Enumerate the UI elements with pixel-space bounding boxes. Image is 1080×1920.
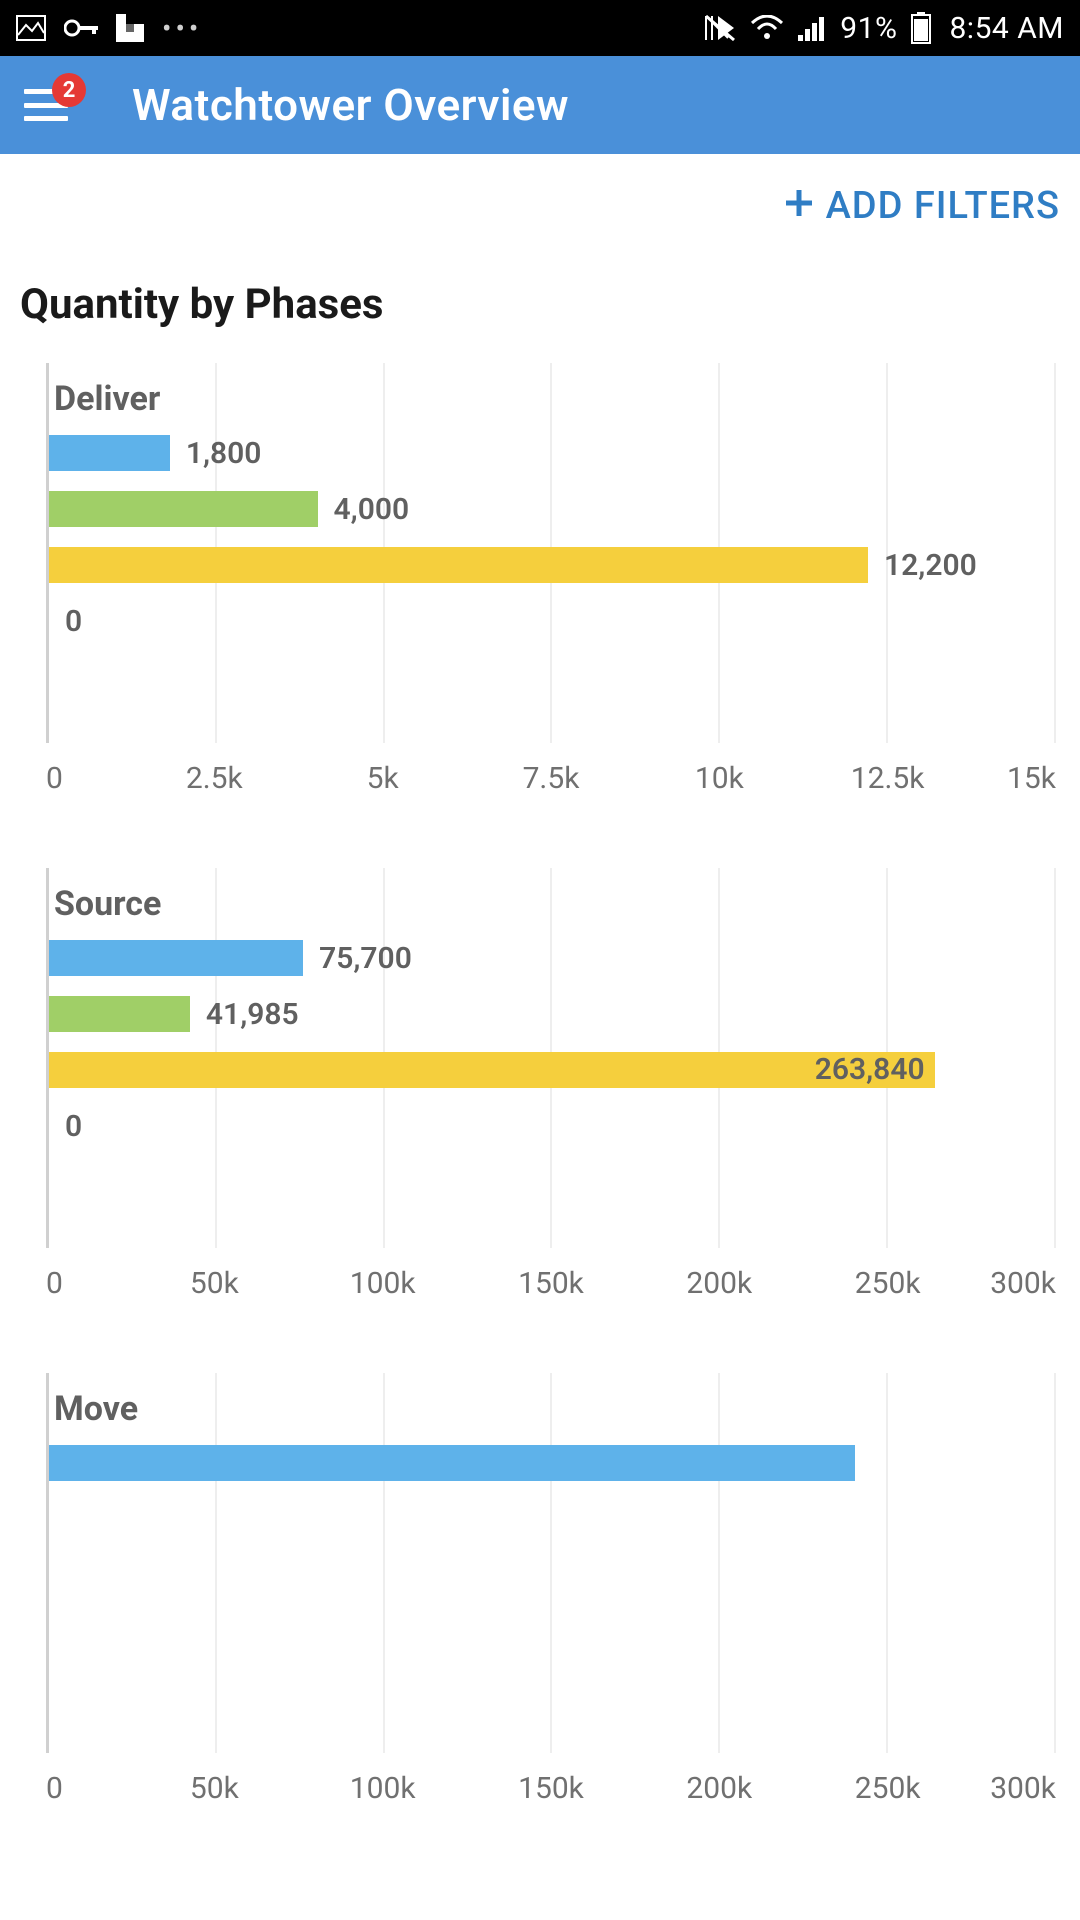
- bar-value-label: 263,840: [815, 1052, 925, 1087]
- x-tick: 50k: [130, 1771, 298, 1806]
- x-tick: 150k: [467, 1266, 635, 1301]
- bar[interactable]: [49, 996, 190, 1032]
- bar-value-label: 1,800: [186, 436, 262, 471]
- x-tick: 12.5k: [803, 761, 971, 796]
- x-tick: 250k: [803, 1771, 971, 1806]
- bar-value-label: 0: [65, 1109, 82, 1144]
- notification-badge: 2: [52, 73, 86, 107]
- bars: 1,800 4,000 12,200 0: [49, 435, 1056, 639]
- battery-icon: [911, 12, 931, 44]
- bar-row: 0: [49, 603, 1056, 639]
- chart-title: Source: [54, 884, 161, 924]
- bar-row: 12,200: [49, 547, 1056, 583]
- x-tick: 10k: [635, 761, 803, 796]
- bar[interactable]: [49, 491, 318, 527]
- x-tick: 200k: [635, 1266, 803, 1301]
- chart-deliver: Deliver1,8004,00012,200002.5k5k7.5k10k12…: [24, 363, 1056, 796]
- bar-value-label: 41,985: [206, 997, 299, 1032]
- android-status-bar: ••• 91% 8:54 AM: [0, 0, 1080, 56]
- x-tick: 2.5k: [130, 761, 298, 796]
- chart-source: Source75,70041,985263,8400050k100k150k20…: [24, 868, 1056, 1301]
- x-tick: 7.5k: [467, 761, 635, 796]
- x-tick: 0: [46, 1266, 130, 1301]
- bars: 75,700 41,985 263,840 0: [49, 940, 1056, 1144]
- app-header: 2 Watchtower Overview: [0, 56, 1080, 154]
- add-filters-label: ADD FILTERS: [826, 184, 1060, 228]
- wifi-icon: [750, 15, 784, 41]
- x-tick: 300k: [972, 1771, 1056, 1806]
- chart-plot[interactable]: [46, 1373, 1056, 1753]
- key-icon: [64, 18, 98, 38]
- x-tick: 5k: [299, 761, 467, 796]
- plus-icon: [784, 184, 814, 228]
- status-right-icons: 91% 8:54 AM: [704, 11, 1064, 46]
- bar[interactable]: [49, 940, 303, 976]
- section-title: Quantity by Phases: [20, 280, 1060, 329]
- content-area: ADD FILTERS Quantity by Phases Deliver 1,…: [0, 154, 1080, 1806]
- bar-value-label: 75,700: [319, 941, 412, 976]
- status-left-icons: •••: [16, 12, 202, 45]
- chart-plot[interactable]: 75,700 41,985 263,840 0: [46, 868, 1056, 1248]
- menu-button[interactable]: 2: [24, 89, 68, 121]
- gridlines: [49, 1373, 1056, 1753]
- bar-row: 75,700: [49, 940, 1056, 976]
- x-axis: 050k100k150k200k250k300k: [46, 1266, 1056, 1301]
- clock-text: 8:54 AM: [949, 11, 1064, 46]
- filter-row: ADD FILTERS: [20, 154, 1060, 252]
- x-tick: 15k: [972, 761, 1056, 796]
- chart-title: Move: [54, 1389, 138, 1429]
- battery-percent: 91%: [840, 11, 897, 46]
- bar[interactable]: [49, 1445, 855, 1481]
- x-tick: 50k: [130, 1266, 298, 1301]
- bar[interactable]: [49, 435, 170, 471]
- bar-row: 263,840: [49, 1052, 1056, 1088]
- flipboard-icon: [116, 14, 144, 42]
- x-tick: 150k: [467, 1771, 635, 1806]
- bar-value-label: 0: [65, 604, 82, 639]
- add-filters-button[interactable]: ADD FILTERS: [784, 184, 1060, 228]
- more-icon: •••: [162, 12, 202, 45]
- x-tick: 100k: [299, 1266, 467, 1301]
- x-tick: 300k: [972, 1266, 1056, 1301]
- charts-container: Deliver1,8004,00012,200002.5k5k7.5k10k12…: [20, 363, 1060, 1806]
- chart-plot[interactable]: 1,800 4,000 12,200 0: [46, 363, 1056, 743]
- cell-signal-icon: [798, 15, 826, 41]
- bar-row: 1,800: [49, 435, 1056, 471]
- vibrate-icon: [704, 14, 736, 42]
- bar[interactable]: 263,840: [49, 1052, 935, 1088]
- page-title: Watchtower Overview: [132, 79, 569, 131]
- bar-row: 41,985: [49, 996, 1056, 1032]
- x-tick: 200k: [635, 1771, 803, 1806]
- x-tick: 100k: [299, 1771, 467, 1806]
- x-tick: 250k: [803, 1266, 971, 1301]
- bar[interactable]: [49, 547, 868, 583]
- chart-title: Deliver: [54, 379, 160, 419]
- bar-value-label: 4,000: [334, 492, 410, 527]
- x-axis: 02.5k5k7.5k10k12.5k15k: [46, 761, 1056, 796]
- bar-row: [49, 1445, 1056, 1481]
- x-axis: 050k100k150k200k250k300k: [46, 1771, 1056, 1806]
- x-tick: 0: [46, 1771, 130, 1806]
- bar-row: 4,000: [49, 491, 1056, 527]
- image-icon: [16, 15, 46, 41]
- bars: [49, 1445, 1056, 1481]
- x-tick: 0: [46, 761, 130, 796]
- bar-value-label: 12,200: [884, 548, 977, 583]
- chart-move: Move 050k100k150k200k250k300k: [24, 1373, 1056, 1806]
- bar-row: 0: [49, 1108, 1056, 1144]
